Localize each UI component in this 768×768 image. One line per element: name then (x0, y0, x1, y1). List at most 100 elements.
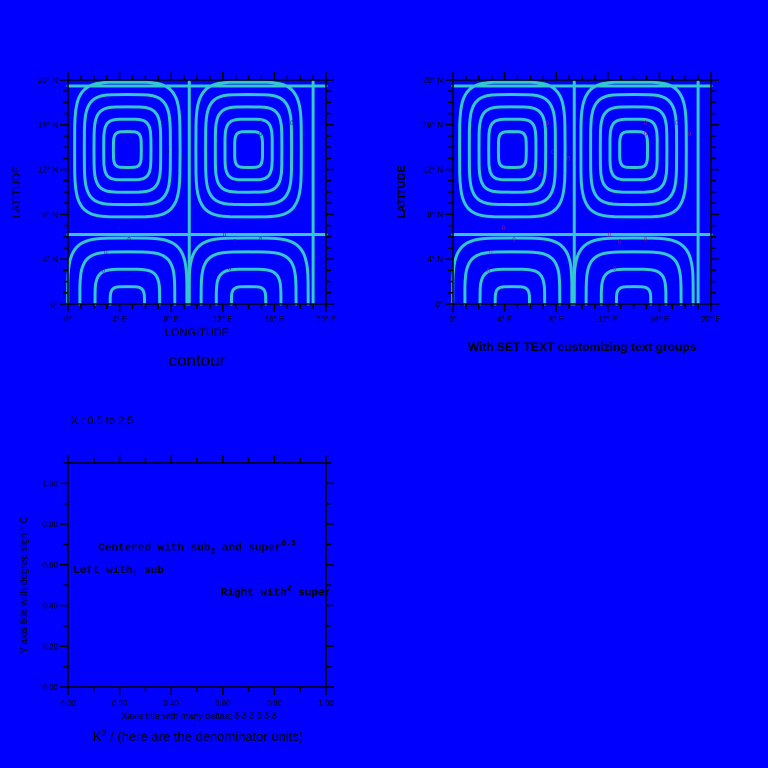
y-tick-label: 16° N (38, 121, 58, 130)
text-panel: X : 0.5 to 2.5 0.00 0.20 0.40 0.60 0.80 1.00 0.… (19, 415, 334, 744)
contour-arch-0-3 (66, 236, 189, 306)
contour-arch-1-2 (199, 250, 298, 306)
contour-ring-0-1 (102, 117, 153, 182)
title-superscript: 2 (102, 728, 107, 738)
contour-value-label: 0 (487, 269, 491, 275)
annotation-part: and super (215, 543, 281, 555)
contour-value-label: 0 (502, 226, 506, 232)
ticks (60, 455, 334, 695)
contour-ring-1-2 (213, 105, 284, 194)
contour-ring-0-3 (82, 93, 172, 207)
x-tick-label: 0° (64, 315, 72, 324)
contour-value-label: 0 (290, 121, 294, 127)
x-tick-label: 12° E (598, 315, 618, 324)
contour-value-label: 0 (153, 172, 157, 178)
y-tick-label: 4° N (427, 255, 443, 264)
x-tick-label: 20° E (701, 315, 721, 324)
contour-arch-1-2 (584, 250, 683, 306)
contour-arch-1-0 (229, 285, 268, 306)
title-main: K (93, 729, 102, 744)
y-tick-label: 12° N (423, 166, 443, 175)
contour-ring-0-1 (487, 117, 538, 182)
annotation-text: Right with2 super (221, 584, 331, 599)
y-tick-label: 1.00 (42, 479, 58, 488)
y-tick-label: 8° N (427, 210, 443, 219)
contour-arch-0-0 (108, 285, 146, 306)
contour-ring-1-3 (204, 93, 294, 207)
contour-value-label: 0 (608, 233, 612, 239)
x-tick-label: 4° E (112, 315, 127, 324)
x-tick-label: 16° E (650, 315, 670, 324)
y-tick-label: 20° N (423, 76, 443, 85)
contour-value-label: 0 (644, 121, 648, 127)
contour-value-label: 0 (228, 266, 232, 272)
contour-value-label: 0 (675, 121, 679, 127)
contour-lines (451, 80, 713, 306)
annotation-part: sub (137, 565, 164, 577)
x-tick-label: 0.00 (60, 699, 76, 708)
contour-value-label: 0 (233, 240, 237, 246)
chart-title: K2 / (here are the denominator units) (93, 728, 303, 744)
y-axis-title: LATITUDE (396, 165, 408, 219)
y-tick-label: 0.80 (42, 520, 58, 529)
x-tick-label: 0.40 (163, 699, 179, 708)
x-tick-label: 20° E (316, 315, 336, 324)
contour-value-label: 0 (538, 172, 542, 178)
contour-arch-1-0 (614, 285, 653, 306)
annotation-part: Centered with sub (98, 543, 211, 555)
annotation-part: Right with (221, 587, 287, 599)
contour-value-label: 0 (688, 132, 692, 138)
contour-ring-0-0 (496, 130, 528, 169)
contour-value-label: 0 (259, 121, 263, 127)
annotation-part: 1 (133, 570, 138, 579)
contour-ring-1-0 (233, 130, 264, 169)
contour-value-label: 0 (161, 121, 165, 127)
contour-value-label: 0 (644, 237, 648, 243)
contour-value-label: 0 (512, 237, 516, 243)
chart-title: With SET TEXT customizing text groups (468, 340, 697, 354)
contour-arch-0-0 (493, 285, 531, 306)
y-tick-label: 0.00 (42, 683, 58, 692)
contour-ring-0-3 (467, 93, 557, 207)
contour-value-label: 0 (259, 132, 263, 138)
annotation-part: 0.3 (281, 540, 296, 549)
x-tick-label: 4° E (497, 315, 512, 324)
contour-ring-1-0 (618, 130, 649, 169)
contour-value-label: 0 (551, 150, 555, 156)
y-tick-label: 0.60 (42, 561, 58, 570)
x-axis-title: LONGITUDE (165, 327, 229, 339)
x-tick-label: 0.80 (267, 699, 283, 708)
contour-value-label: 0 (117, 226, 121, 232)
contour-arch-0-1 (93, 267, 162, 306)
contour-arch-0-1 (478, 267, 547, 306)
y-tick-label: 0.40 (42, 602, 58, 611)
y-tick-label: 0.20 (42, 642, 58, 651)
contour-value-label: 0 (613, 266, 617, 272)
x-tick-label: 12° E (213, 315, 233, 324)
contour-ring-1-1 (608, 117, 659, 182)
contour-ring-1-1 (223, 117, 274, 182)
contour-value-label: 0 (567, 157, 571, 163)
annotation-part: 2 (287, 584, 292, 593)
contour-value-label: 0 (546, 121, 550, 127)
contour-ring-1-2 (598, 105, 669, 194)
y-axis-title: LATITUDE (11, 166, 23, 218)
y-tick-label: 0° (435, 300, 443, 309)
contour-value-label: 0 (618, 240, 622, 246)
contour-value-label: 0 (102, 269, 106, 275)
contour-value-label: 0 (489, 251, 493, 257)
y-tick-label: 16° N (423, 121, 443, 130)
contour-value-label: 0 (104, 251, 108, 257)
x-tick-label: 0.20 (112, 699, 128, 708)
y-tick-label: 4° N (42, 255, 58, 264)
contour-arch-1-1 (214, 267, 283, 306)
x-tick-label: 8° E (549, 315, 564, 324)
x-tick-label: 0.60 (215, 699, 231, 708)
contour-arch-1-3 (572, 236, 695, 306)
chart-title: contour (169, 351, 226, 370)
ticks (60, 72, 334, 312)
x-tick-label: 16° E (265, 315, 285, 324)
